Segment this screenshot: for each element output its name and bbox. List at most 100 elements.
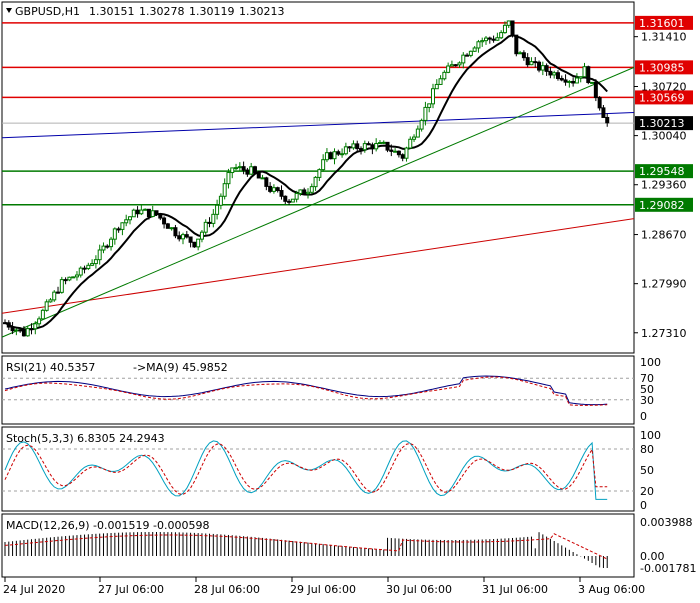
candle-body-47 [181,234,186,240]
candle-body-156 [593,81,598,99]
candle-body-94 [359,148,364,151]
candle-body-113 [430,88,435,105]
candle-body-28 [109,238,114,248]
candle-body-159 [605,116,610,124]
candle-body-155 [590,81,595,84]
candle-body-23 [90,263,95,266]
candle-body-106 [404,147,409,159]
candle-body-149 [567,80,572,83]
candle-body-102 [389,149,394,152]
rsi-tick-label-1: 70 [640,372,654,385]
candle-body-55 [211,213,216,224]
candle-body-56 [215,204,220,215]
candle-body-87 [332,151,337,160]
candle-body-27 [105,245,110,248]
rsi-tick-label-2: 50 [640,383,654,396]
candle-body-107 [408,138,413,149]
candle-body-14 [56,291,61,294]
candle-body-7 [29,328,34,331]
candle-body-0 [3,322,7,325]
candle-body-108 [412,136,417,140]
candle-body-17 [67,276,72,281]
candle-body-60 [230,167,235,174]
candle-body-65 [249,166,254,175]
candle-body-76 [290,198,295,203]
candle-body-101 [385,141,390,151]
level-price-label-4: 1.29082 [639,199,685,212]
candle-body-68 [260,177,265,180]
price-tick-label-4: 1.28670 [641,229,687,242]
candle-body-30 [116,228,121,231]
candle-body-126 [480,40,485,43]
candle-body-13 [52,291,57,301]
level-price-box-3 [635,164,693,179]
candle-body-45 [173,227,178,237]
rsi-tick-label-0: 100 [640,356,661,369]
current-price-box [635,116,693,131]
candle-body-146 [555,72,560,79]
candle-body-41 [158,213,163,219]
rsi-chart [2,375,634,406]
candle-body-89 [340,153,345,156]
price-panel-frame [1,1,635,354]
candle-body-153 [582,66,587,78]
candle-body-49 [188,236,193,243]
candle-body-63 [241,166,246,171]
price-tick-label-1: 1.30720 [641,81,687,94]
candle-body-43 [165,223,170,229]
candle-body-138 [525,57,530,66]
candle-body-158 [601,107,606,118]
moving-average-line [4,34,608,331]
candle-body-54 [207,221,212,224]
candle-body-40 [154,210,159,215]
trendline-2 [1,66,635,338]
ohlc-open: 1.30151 [89,5,135,18]
current-price-label: 1.30213 [639,117,685,130]
stoch-tick-label-3: 20 [640,485,654,498]
symbol-marker-icon [6,8,12,13]
candle-body-11 [44,301,49,311]
candle-body-133 [506,20,511,26]
candle-body-32 [124,219,129,224]
x-tick-label-1: 27 Jul 06:00 [98,583,164,596]
price-tick-label-6: 1.27310 [641,327,687,340]
candle-body-53 [203,221,208,233]
candle-body-84 [321,159,326,171]
candle-body-91 [347,146,352,149]
candle-body-124 [472,47,477,52]
ohlc-close: 1.30213 [239,5,285,18]
rsi-tick-label-3: 30 [640,394,654,407]
candle-body-103 [393,150,398,153]
candle-body-6 [25,328,30,337]
candle-body-139 [529,61,534,66]
candle-body-98 [374,143,379,150]
candle-body-151 [574,77,579,84]
rsi-panel-frame [1,355,635,425]
candle-body-42 [162,217,167,225]
candle-body-92 [351,143,356,149]
trendline-0 [1,218,635,314]
candle-body-66 [252,166,257,174]
candle-body-48 [184,234,189,238]
candle-body-120 [457,62,462,66]
candle-body-88 [336,151,341,155]
price-tick-label-2: 1.30040 [641,130,687,143]
candle-body-26 [101,245,106,251]
candle-body-16 [63,279,68,282]
candle-body-115 [438,78,443,85]
candle-body-150 [571,80,576,84]
ohlc-low: 1.30119 [189,5,235,18]
candle-body-135 [514,34,519,55]
candle-body-86 [328,152,333,160]
macd-tick-label-2: -0.001781 [640,562,696,575]
candle-body-118 [449,64,454,67]
candle-body-141 [537,61,542,71]
candle-body-36 [139,209,144,215]
level-price-label-2: 1.30569 [639,91,685,104]
rsi-ma-line [4,376,608,406]
stoch-tick-label-4: 0 [640,499,647,512]
candle-body-52 [199,231,204,240]
candle-body-77 [294,192,299,200]
level-price-box-4 [635,197,693,212]
candle-body-2 [10,326,15,332]
